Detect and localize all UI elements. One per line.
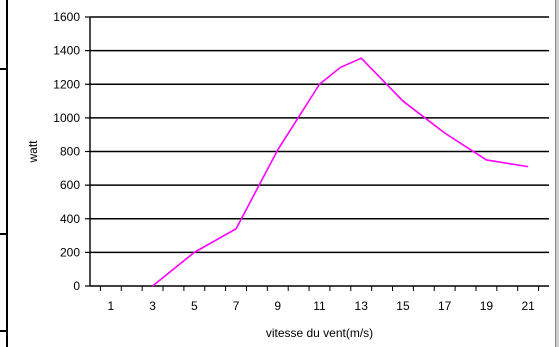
x-tick-label: 3 [149, 299, 156, 313]
x-tick-label: 1 [108, 299, 115, 313]
x-tick-label: 5 [191, 299, 198, 313]
y-tick-label: 1600 [53, 10, 80, 24]
x-axis-title: vitesse du vent(m/s) [266, 326, 373, 340]
y-tick-label: 400 [60, 212, 80, 226]
y-axis-ticks: 0 200 400 600 800 1000 1200 1400 1600 [53, 10, 90, 293]
gridlines [90, 17, 549, 252]
y-tick-label: 0 [73, 279, 80, 293]
x-tick-label: 21 [521, 299, 535, 313]
y-tick-label: 800 [60, 145, 80, 159]
x-axis-ticks: 1 3 5 7 9 11 13 15 17 19 21 [100, 286, 538, 313]
x-tick-label: 15 [396, 299, 410, 313]
y-tick-label: 1400 [53, 44, 80, 58]
y-tick-label: 200 [60, 245, 80, 259]
x-tick-label: 13 [355, 299, 369, 313]
y-tick-label: 1000 [53, 111, 80, 125]
y-tick-label: 1200 [53, 77, 80, 91]
y-tick-label: 600 [60, 178, 80, 192]
x-tick-label: 11 [313, 299, 326, 313]
y-axis-title: watt [26, 140, 40, 164]
x-tick-label: 9 [274, 299, 281, 313]
x-tick-label: 19 [480, 299, 494, 313]
x-tick-label: 7 [233, 299, 240, 313]
x-tick-label: 17 [438, 299, 452, 313]
